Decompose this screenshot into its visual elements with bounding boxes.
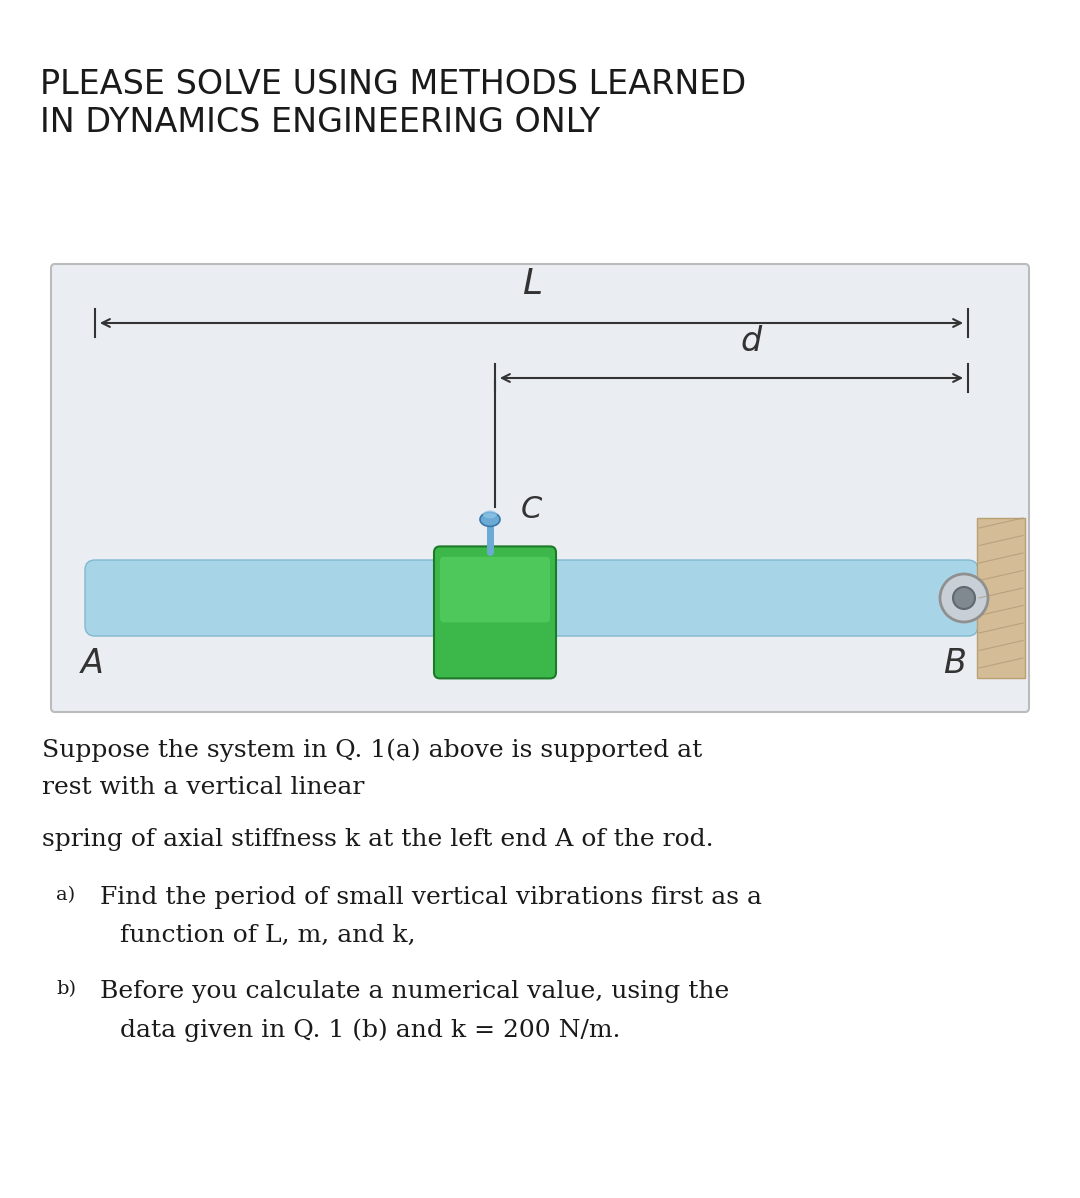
- Text: a): a): [56, 887, 76, 904]
- Text: $A$: $A$: [79, 648, 104, 680]
- Text: $B$: $B$: [943, 648, 966, 680]
- Text: Find the period of small vertical vibrations first as a: Find the period of small vertical vibrat…: [100, 887, 762, 909]
- Bar: [977, 518, 1025, 678]
- Text: rest with a vertical linear: rest with a vertical linear: [42, 776, 364, 799]
- Text: IN DYNAMICS ENGINEERING ONLY: IN DYNAMICS ENGINEERING ONLY: [40, 105, 600, 139]
- Text: $L$: $L$: [522, 267, 541, 301]
- Circle shape: [940, 574, 988, 622]
- FancyBboxPatch shape: [434, 546, 556, 678]
- Text: $d$: $d$: [740, 326, 764, 358]
- FancyBboxPatch shape: [440, 557, 550, 623]
- Text: $C$: $C$: [519, 494, 543, 525]
- Text: function of L, m, and k,: function of L, m, and k,: [120, 924, 416, 946]
- FancyBboxPatch shape: [85, 559, 978, 636]
- FancyBboxPatch shape: [51, 264, 1029, 712]
- Text: data given in Q. 1 (b) and k = 200 N/m.: data given in Q. 1 (b) and k = 200 N/m.: [120, 1018, 621, 1041]
- Ellipse shape: [483, 510, 497, 519]
- Ellipse shape: [480, 513, 500, 526]
- Text: Suppose the system in Q. 1(a) above is supported at: Suppose the system in Q. 1(a) above is s…: [42, 738, 702, 762]
- Text: Before you calculate a numerical value, using the: Before you calculate a numerical value, …: [100, 980, 729, 1003]
- Circle shape: [953, 587, 975, 609]
- Text: b): b): [56, 980, 76, 998]
- Text: spring of axial stiffness k at the left end A of the rod.: spring of axial stiffness k at the left …: [42, 828, 714, 851]
- Text: PLEASE SOLVE USING METHODS LEARNED: PLEASE SOLVE USING METHODS LEARNED: [40, 68, 746, 101]
